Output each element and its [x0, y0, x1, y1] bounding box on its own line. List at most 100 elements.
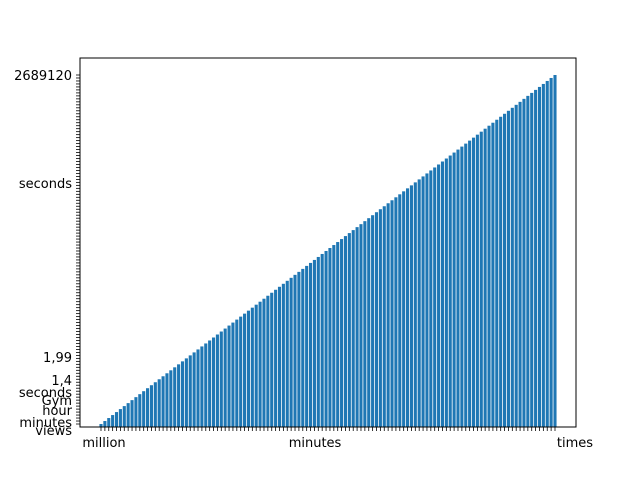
bar: [277, 286, 282, 427]
bar: [200, 346, 204, 427]
bar: [506, 110, 510, 427]
bar: [332, 245, 336, 427]
y-tick-label: 1,99: [43, 351, 72, 366]
x-tick-label: million: [82, 436, 125, 451]
x-axis-ticks: million minutes times: [82, 427, 593, 451]
bar: [425, 173, 429, 427]
bar: [413, 182, 417, 427]
bar: [433, 167, 437, 427]
bar: [169, 370, 173, 427]
bar: [161, 376, 165, 427]
bar: [99, 424, 103, 427]
bar: [103, 421, 107, 427]
bar: [204, 343, 208, 427]
bar: [340, 239, 344, 427]
bar: [518, 101, 522, 427]
bar: [522, 98, 526, 428]
bar: [188, 355, 192, 427]
bar: [464, 143, 468, 428]
bar: [545, 80, 549, 427]
x-tick-label: minutes: [289, 436, 342, 451]
bar: [153, 382, 157, 427]
bar-series: [99, 75, 557, 428]
bar: [305, 265, 309, 427]
bar: [254, 304, 258, 427]
bar: [107, 418, 111, 427]
bar: [347, 233, 351, 427]
bar: [138, 394, 142, 427]
bar: [274, 289, 278, 427]
bar: [530, 92, 534, 428]
bar: [417, 179, 421, 427]
bar: [149, 385, 153, 427]
y-tick-label: hour: [42, 404, 72, 419]
bar: [215, 334, 219, 427]
bar: [367, 218, 371, 427]
bar: [177, 364, 181, 427]
bar: [320, 253, 324, 427]
bar: [243, 313, 247, 427]
y-tick-label: views: [35, 424, 72, 439]
bar: [324, 250, 328, 427]
bar: [351, 230, 355, 427]
bar: [223, 328, 227, 427]
bar: [336, 242, 340, 427]
bar: [491, 122, 495, 427]
bar: [374, 212, 379, 427]
bar: [479, 131, 483, 427]
bar: [444, 158, 448, 427]
y-tick-label: 2689120: [14, 69, 72, 84]
bar: [495, 119, 499, 428]
bar: [196, 349, 200, 427]
bar: [553, 75, 557, 427]
bar: [421, 176, 425, 427]
y-axis-ticks: viewsminuteshourGymseconds1,41,99seconds…: [14, 69, 80, 439]
bar: [394, 197, 398, 427]
bar: [382, 206, 386, 427]
bar: [471, 137, 476, 427]
bar: [312, 259, 316, 427]
bar: [180, 361, 185, 427]
bar: [510, 107, 514, 427]
bar: [301, 268, 305, 427]
bar: [448, 155, 452, 428]
bar: [227, 325, 231, 427]
y-tick-label: minutes: [19, 416, 72, 431]
bar: [514, 104, 518, 427]
bar: [359, 224, 363, 427]
bar: [475, 134, 479, 427]
bar: [363, 221, 367, 427]
bar: [378, 209, 382, 427]
bar: [402, 191, 406, 427]
bar: [499, 116, 503, 427]
plot-frame: [79, 57, 577, 428]
bar: [130, 400, 134, 427]
bar: [246, 310, 250, 427]
bar: [440, 161, 445, 427]
bar: [398, 194, 402, 427]
bar: [173, 367, 177, 427]
bar: [262, 298, 266, 427]
bar: [285, 280, 289, 427]
bar: [405, 188, 410, 427]
bar: [297, 271, 301, 427]
bar: [289, 277, 293, 427]
bar: [293, 274, 297, 427]
bar: [219, 331, 223, 427]
bar: [390, 200, 394, 427]
bar: [266, 295, 270, 427]
bar: [126, 403, 130, 427]
bar: [371, 215, 375, 427]
y-tick-label: seconds: [19, 386, 72, 401]
bar: [437, 164, 441, 428]
bar: [456, 149, 460, 427]
bar: [534, 89, 538, 427]
bar: [487, 125, 491, 428]
bar: [235, 319, 239, 427]
bar: [184, 358, 188, 427]
bar: [316, 256, 320, 427]
bar: [250, 307, 254, 427]
bar: [281, 283, 285, 427]
bar: [328, 248, 332, 427]
